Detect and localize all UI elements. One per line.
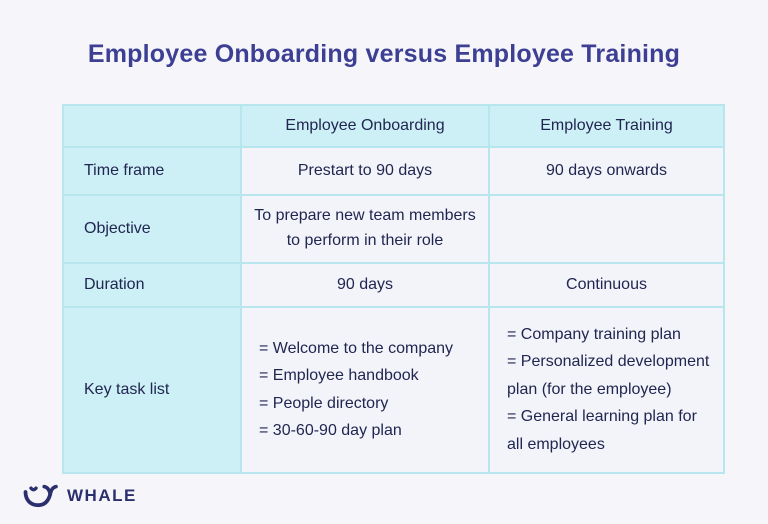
footer-brand: WHALE [22,482,137,510]
table-row-key-task-list: Key task list = Welcome to the company =… [62,305,725,474]
table-row-duration: Duration 90 days Continuous [62,261,725,308]
task-item: = People directory [259,394,389,412]
task-item: = Company training plan [507,325,681,343]
row-label-key-task-list: Key task list [62,305,242,474]
comparison-table: Employee Onboarding Employee Training Ti… [62,104,725,474]
row-label-duration: Duration [62,261,242,308]
cell-duration-training: Continuous [488,261,725,308]
corner-cell [62,104,242,148]
task-item: = Welcome to the company [259,339,454,357]
cell-time-frame-training: 90 days onwards [488,146,725,196]
whale-smile-icon [22,482,58,510]
cell-objective-onboarding: To prepare new team members to perform i… [240,194,490,264]
objective-text: To prepare new team members to perform i… [254,207,476,249]
task-item: = Employee handbook [259,367,419,385]
task-item: = Personalized development plan (for the… [507,353,710,398]
cell-objective-training [488,194,725,264]
cell-duration-onboarding: 90 days [240,261,490,308]
column-header-training: Employee Training [488,104,725,148]
table-row-time-frame: Time frame Prestart to 90 days 90 days o… [62,146,725,196]
row-label-objective: Objective [62,194,242,264]
row-label-time-frame: Time frame [62,146,242,196]
table-row-objective: Objective To prepare new team members to… [62,194,725,264]
brand-name: WHALE [67,486,137,505]
task-item: = General learning plan for all employee… [507,408,697,453]
task-item: = 30-60-90 day plan [259,422,402,440]
column-header-onboarding: Employee Onboarding [240,104,490,148]
cell-tasks-onboarding: = Welcome to the company = Employee hand… [240,305,490,474]
page-title: Employee Onboarding versus Employee Trai… [87,40,681,68]
table-header-row: Employee Onboarding Employee Training [62,104,725,148]
cell-tasks-training: = Company training plan = Personalized d… [488,305,725,474]
cell-time-frame-onboarding: Prestart to 90 days [240,146,490,196]
